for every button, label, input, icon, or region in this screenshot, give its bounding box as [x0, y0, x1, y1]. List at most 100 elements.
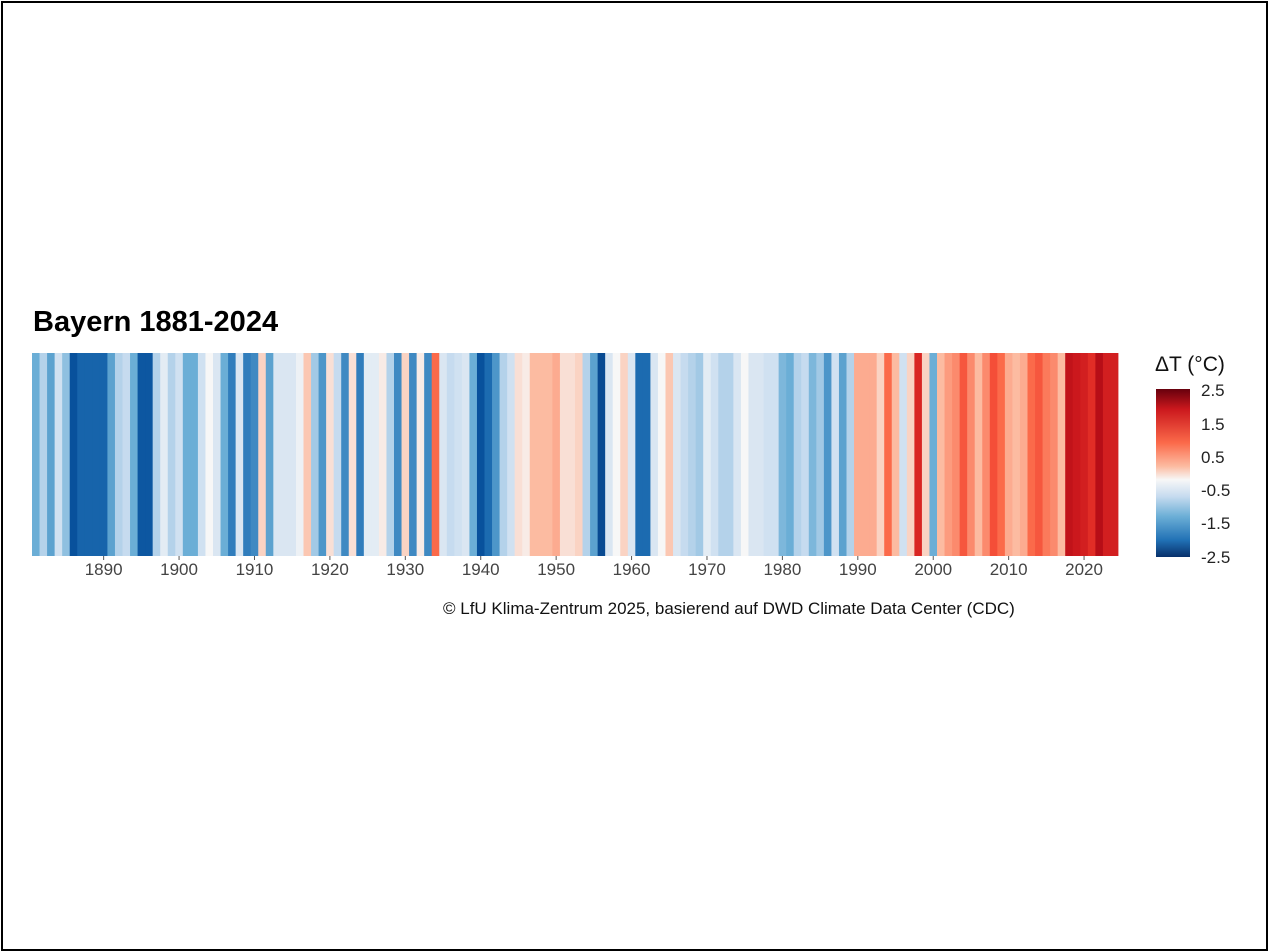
legend-tick-label: -1.5 [1201, 514, 1231, 533]
stripe-year-1989 [846, 353, 855, 556]
stripe-year-1999 [921, 353, 930, 556]
stripe-year-1986 [823, 353, 832, 556]
stripe-year-1953 [575, 353, 583, 556]
stripe-year-1894 [130, 353, 138, 556]
stripe-year-1963 [650, 353, 659, 556]
stripe-year-1969 [695, 353, 704, 556]
stripe-year-1944 [507, 353, 516, 556]
stripe-year-1956 [597, 353, 606, 556]
stripe-year-1933 [424, 353, 433, 556]
stripe-year-1916 [295, 353, 304, 556]
stripe-year-1975 [740, 353, 749, 556]
stripe-year-1958 [612, 353, 621, 556]
stripe-year-2005 [967, 353, 976, 556]
stripe-year-1962 [642, 353, 651, 556]
stripe-year-1883 [47, 353, 56, 556]
x-tick-label: 2020 [1065, 560, 1103, 579]
stripe-year-1891 [107, 353, 116, 556]
stripe-year-2000 [929, 353, 938, 556]
stripe-year-1897 [152, 353, 161, 556]
stripe-year-1974 [733, 353, 742, 556]
stripe-year-1988 [838, 353, 847, 556]
stripe-year-1908 [235, 353, 244, 556]
stripe-year-1914 [280, 353, 289, 556]
stripe-year-1973 [725, 353, 734, 556]
stripe-year-1979 [771, 353, 780, 556]
stripe-year-1954 [582, 353, 591, 556]
stripe-year-1909 [243, 353, 252, 556]
stripe-year-1901 [182, 353, 191, 556]
stripe-year-1896 [145, 353, 154, 556]
stripe-year-1949 [544, 353, 553, 556]
stripe-year-1928 [386, 353, 395, 556]
stripe-year-1943 [499, 353, 508, 556]
stripe-year-1997 [906, 353, 915, 556]
stripe-year-1890 [99, 353, 108, 556]
stripe-year-1919 [318, 353, 327, 556]
stripe-year-2017 [1057, 353, 1066, 556]
stripe-year-1984 [808, 353, 817, 556]
stripe-year-1995 [891, 353, 900, 556]
stripe-year-1996 [899, 353, 908, 556]
stripe-year-2023 [1102, 353, 1111, 556]
stripe-year-1942 [492, 353, 500, 556]
stripe-year-1898 [160, 353, 169, 556]
x-tick-label: 1940 [462, 560, 500, 579]
stripe-year-1992 [869, 353, 878, 556]
x-tick-label: 1990 [839, 560, 877, 579]
stripe-year-1967 [680, 353, 689, 556]
x-tick-label: 1920 [311, 560, 349, 579]
stripe-year-1938 [461, 353, 470, 556]
x-tick-label: 1950 [537, 560, 575, 579]
stripe-year-1934 [431, 353, 440, 556]
stripe-year-1985 [816, 353, 825, 556]
stripe-year-1947 [529, 353, 538, 556]
stripe-year-1922 [341, 353, 350, 556]
stripe-year-2009 [997, 353, 1006, 556]
stripe-year-1888 [84, 353, 93, 556]
x-tick-label: 1910 [236, 560, 274, 579]
stripe-year-1927 [378, 353, 387, 556]
x-tick-label: 1960 [613, 560, 651, 579]
x-tick-label: 2010 [990, 560, 1028, 579]
stripe-year-1981 [786, 353, 795, 556]
stripe-year-1937 [454, 353, 463, 556]
stripe-year-1931 [409, 353, 418, 556]
stripe-year-2008 [989, 353, 998, 556]
legend-tick-label: 2.5 [1201, 381, 1225, 400]
stripe-year-2004 [959, 353, 968, 556]
stripe-year-1921 [333, 353, 342, 556]
stripe-year-1983 [801, 353, 810, 556]
stripe-year-1932 [416, 353, 425, 556]
stripe-year-2002 [944, 353, 953, 556]
stripe-year-1899 [167, 353, 176, 556]
stripe-year-1923 [348, 353, 357, 556]
stripe-year-1936 [446, 353, 455, 556]
stripe-year-1940 [476, 353, 485, 556]
stripe-year-1918 [311, 353, 319, 556]
stripe-year-1980 [778, 353, 787, 556]
x-tick-label: 2000 [914, 560, 952, 579]
stripe-year-1903 [197, 353, 206, 556]
stripe-year-1900 [175, 353, 184, 556]
stripe-year-1911 [258, 353, 267, 556]
stripe-year-1920 [326, 353, 335, 556]
stripe-year-2021 [1087, 353, 1096, 556]
stripe-year-1976 [748, 353, 757, 556]
stripe-year-1972 [718, 353, 727, 556]
stripe-year-1982 [793, 353, 802, 556]
stripe-year-1993 [876, 353, 885, 556]
stripe-year-1960 [627, 353, 636, 556]
stripe-year-1912 [265, 353, 274, 556]
stripe-year-1966 [673, 353, 681, 556]
stripe-year-1910 [250, 353, 259, 556]
stripe-year-1987 [831, 353, 840, 556]
legend-title: ΔT (°C) [1155, 353, 1225, 376]
stripe-year-1929 [394, 353, 402, 556]
x-tick-label: 1980 [763, 560, 801, 579]
stripe-year-1978 [763, 353, 772, 556]
stripe-year-1889 [92, 353, 101, 556]
stripe-year-2007 [982, 353, 991, 556]
stripe-year-1994 [884, 353, 893, 556]
